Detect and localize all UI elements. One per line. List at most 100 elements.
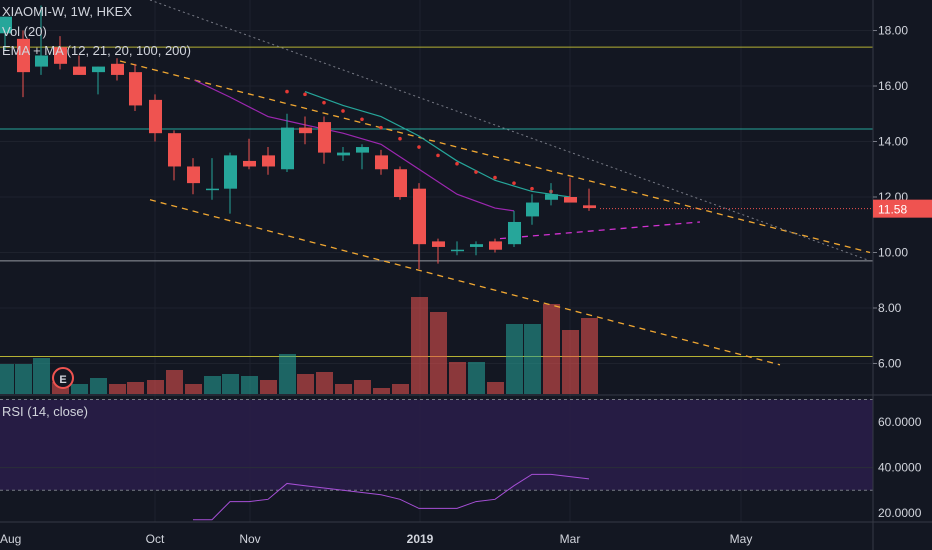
volume-bar — [90, 378, 107, 394]
volume-bars — [0, 297, 598, 394]
ema-dot — [455, 161, 459, 166]
candle-body — [35, 55, 48, 67]
legend-symbol[interactable]: XIAOMI-W, 1W, HKEX — [2, 4, 133, 19]
candle-body — [489, 241, 502, 250]
ema-dot — [530, 186, 534, 191]
candle-body — [92, 66, 105, 73]
time-axis-label: 2019 — [407, 532, 434, 546]
trendline[interactable] — [499, 221, 701, 240]
volume-bar — [0, 364, 14, 394]
last-price-tag[interactable] — [873, 199, 932, 218]
ema-dot — [379, 125, 383, 130]
candle-body — [129, 72, 142, 106]
ema-dot — [322, 100, 326, 105]
volume-bar — [524, 324, 541, 394]
moving-averages — [194, 79, 571, 212]
time-axis-label: Aug — [0, 532, 21, 546]
candle-body — [508, 221, 521, 245]
candle-body — [356, 147, 369, 153]
candle-body — [243, 160, 256, 167]
ema-dot — [436, 153, 440, 158]
volume-bar — [241, 376, 258, 394]
candle-body — [526, 202, 539, 217]
volume-bar — [185, 384, 202, 394]
candle-body — [432, 241, 445, 247]
price-tick-label: 8.00 — [878, 301, 902, 315]
volume-bar — [354, 380, 371, 394]
rsi-pane — [0, 394, 932, 523]
volume-bar — [581, 318, 598, 394]
ma-teal-line — [304, 90, 571, 198]
ema-dot — [398, 136, 402, 141]
volume-bar — [373, 388, 390, 394]
ema-dot — [493, 175, 497, 180]
earnings-marker-label: E — [59, 374, 66, 386]
volume-bar — [335, 384, 352, 394]
candle-body — [224, 155, 237, 189]
candle-body — [187, 166, 200, 184]
candle-body — [168, 133, 181, 167]
candle-body — [299, 127, 312, 134]
volume-bar — [562, 330, 579, 394]
trendline[interactable] — [149, 199, 781, 366]
volume-bar — [449, 362, 466, 394]
ema-dot — [303, 92, 307, 97]
legend-ema-ma[interactable]: EMA + MA (12, 21, 20, 100, 200) — [2, 43, 191, 58]
candles — [0, 5, 596, 270]
candle-body — [54, 47, 67, 64]
volume-bar — [222, 374, 239, 394]
overlay: 11.58 E — [52, 199, 932, 389]
ma-purple-line — [194, 79, 515, 212]
volume-bar — [15, 364, 32, 394]
candle-body — [413, 188, 426, 245]
volume-bar — [430, 312, 447, 394]
price-tick-label: 14.00 — [878, 135, 908, 149]
volume-bar — [127, 382, 144, 394]
volume-bar — [166, 370, 183, 394]
candle-body — [564, 197, 577, 203]
legend-volume[interactable]: Vol (20) — [2, 24, 47, 39]
price-tick-label: 18.00 — [878, 24, 908, 38]
legend-rsi[interactable]: RSI (14, close) — [2, 404, 88, 419]
candle-body — [0, 16, 12, 34]
ema-dot — [417, 145, 421, 149]
candle-body — [111, 63, 124, 75]
candle-body — [394, 169, 407, 197]
volume-bar — [279, 354, 296, 394]
candle-body — [73, 66, 86, 75]
candle-body — [281, 127, 294, 170]
volume-bar — [468, 362, 485, 394]
trendlines — [119, 0, 871, 366]
price-tick-label: 10.00 — [878, 245, 908, 259]
candle-body — [318, 122, 331, 153]
rsi-band — [0, 399, 873, 491]
candle-body — [206, 188, 219, 191]
candle-body — [149, 99, 162, 134]
time-axis-label: Nov — [239, 532, 260, 546]
candle-body — [375, 155, 388, 170]
time-axis-label: Oct — [146, 532, 165, 546]
ema-dot — [512, 181, 516, 185]
price-tick-label: 6.00 — [878, 356, 902, 370]
earnings-marker[interactable] — [52, 367, 74, 389]
trendline[interactable] — [119, 60, 871, 254]
volume-bar — [260, 380, 277, 394]
price-tick-label: 16.00 — [878, 79, 908, 93]
candle-body — [337, 152, 350, 156]
volume-bar — [487, 382, 504, 394]
ema-dot — [285, 89, 289, 94]
volume-bar — [392, 384, 409, 394]
volume-bar — [33, 358, 50, 394]
candle-body — [583, 205, 596, 209]
volume-bar — [543, 304, 560, 394]
volume-bar — [316, 372, 333, 394]
candle-body — [262, 155, 275, 167]
volume-bar — [147, 380, 164, 394]
candle-body — [470, 244, 483, 247]
last-price-label: 11.58 — [878, 203, 907, 217]
rsi-tick-label: 40.0000 — [878, 461, 922, 475]
time-axis-label: Mar — [560, 532, 581, 546]
volume-bar — [204, 376, 221, 394]
volume-bar — [71, 384, 88, 394]
